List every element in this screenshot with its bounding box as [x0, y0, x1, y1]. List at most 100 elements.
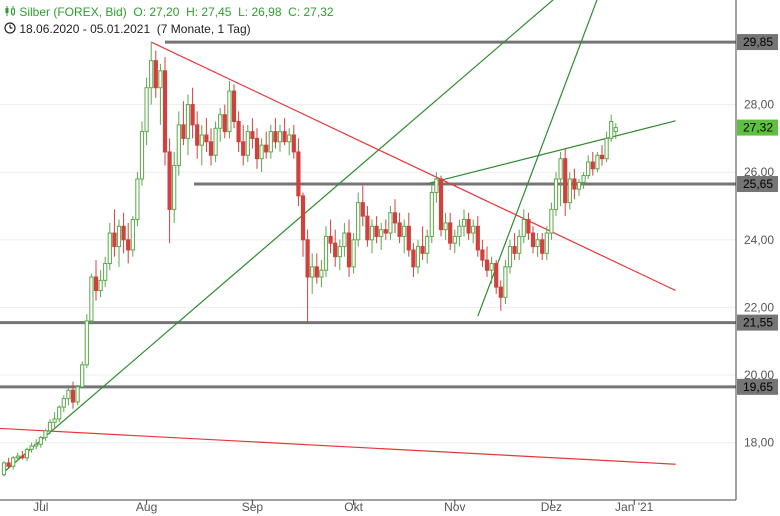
candle-body [296, 151, 301, 197]
candle-body [291, 134, 296, 153]
clock-icon [4, 22, 16, 34]
candle [116, 219, 122, 267]
last-price-label-bg [737, 119, 778, 136]
candle [38, 435, 43, 448]
candle-body [530, 232, 536, 248]
candle [11, 456, 16, 470]
candle [15, 452, 20, 462]
candle [526, 212, 531, 240]
candle-body [236, 121, 241, 143]
candle-body [609, 121, 614, 139]
candle [296, 138, 301, 206]
chart-header-line: Silber (FOREX, Bid) O: 27,20 H: 27,45 L:… [4, 5, 334, 19]
candle [411, 243, 416, 277]
candle-body [333, 242, 338, 258]
x-tick-label: Aug [136, 500, 157, 514]
candle-body [250, 131, 255, 139]
instrument-name: Silber (FOREX, Bid) [19, 5, 127, 19]
candle-body [29, 445, 34, 450]
candle-body [544, 232, 549, 254]
candle [277, 124, 283, 152]
candle [563, 148, 568, 217]
candle-body [273, 131, 278, 143]
candle [406, 212, 411, 257]
candle-body [231, 90, 237, 123]
candle-body [452, 235, 457, 244]
candle [480, 239, 485, 267]
candle-body [572, 178, 577, 190]
candle [66, 388, 71, 406]
candle-body [494, 262, 499, 288]
candle [521, 209, 526, 244]
candle [540, 233, 545, 261]
candle [172, 151, 177, 223]
candle [604, 131, 609, 163]
candle [549, 202, 554, 240]
candle [245, 124, 250, 163]
candle [241, 124, 246, 166]
candle-body [89, 276, 94, 322]
candle-body [107, 232, 112, 264]
candle-body [526, 219, 531, 234]
candle [337, 239, 342, 271]
candle-body [80, 364, 85, 388]
candle [489, 256, 494, 284]
candle-body [314, 266, 319, 278]
candle-body [457, 225, 462, 237]
candle-body [406, 225, 411, 251]
candle-body [549, 208, 554, 234]
trendlines [0, 0, 676, 473]
candle [503, 260, 508, 305]
candle-body [47, 421, 53, 432]
candle [43, 429, 48, 441]
candle [112, 209, 117, 257]
high-value: H: 27,45 [186, 5, 232, 19]
candle-body [213, 127, 218, 156]
candle-body [558, 158, 563, 180]
candle [314, 253, 319, 284]
candle-body [158, 70, 163, 89]
candle [443, 212, 448, 240]
candle-body [172, 164, 177, 210]
level-label: 19,65 [743, 380, 773, 394]
candle [517, 229, 522, 261]
candle-body [222, 114, 227, 133]
candle [273, 118, 278, 149]
candle-body [195, 124, 200, 146]
candle [213, 121, 218, 163]
candle-body [507, 246, 513, 268]
candle [93, 260, 99, 301]
candle [300, 192, 306, 257]
candle-body [351, 239, 356, 268]
candle [333, 229, 338, 267]
candle-body [24, 448, 30, 459]
candle-body [388, 212, 393, 234]
trendline [150, 41, 676, 292]
candle-body [1, 462, 7, 476]
candle [259, 138, 264, 173]
candle [397, 212, 402, 244]
candle-body [415, 246, 421, 268]
candle-body [66, 389, 71, 400]
candle-body [52, 418, 57, 423]
candle [287, 128, 292, 156]
candle [466, 212, 471, 240]
candle-body [153, 60, 158, 89]
candle [512, 233, 517, 261]
candle [139, 121, 145, 186]
candle-body [15, 455, 20, 459]
candle [558, 151, 563, 206]
y-tick-label: 18,00 [744, 436, 774, 450]
candle [282, 118, 287, 146]
candle [402, 219, 407, 254]
candle-body [310, 266, 315, 278]
candle-body [420, 246, 425, 254]
candle [236, 111, 241, 152]
candle [544, 226, 549, 261]
candle [530, 226, 536, 254]
level-label: 21,55 [743, 316, 773, 330]
candle-body [20, 455, 25, 459]
candle-body [365, 215, 370, 241]
candle [185, 94, 191, 156]
